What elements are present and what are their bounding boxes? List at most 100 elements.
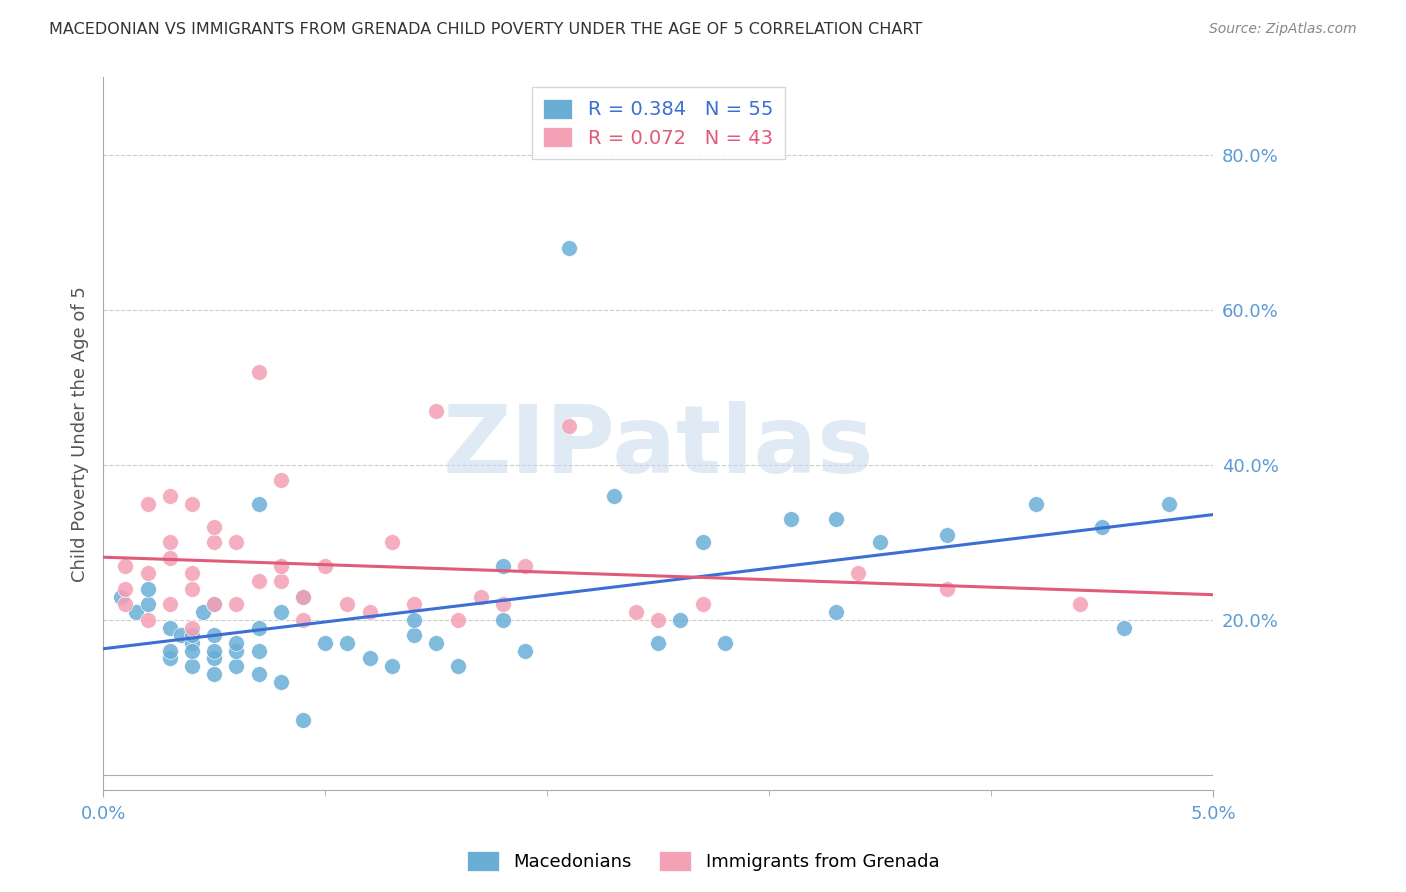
Legend: Macedonians, Immigrants from Grenada: Macedonians, Immigrants from Grenada [460, 844, 946, 879]
Point [336, 597, 359, 611]
Point [270, 605, 292, 619]
Point [447, 613, 470, 627]
Point [1025, 497, 1047, 511]
Point [247, 574, 270, 588]
Point [247, 644, 270, 658]
Point [202, 651, 225, 665]
Point [159, 644, 181, 658]
Point [692, 597, 714, 611]
Point [470, 590, 492, 604]
Point [291, 590, 314, 604]
Point [114, 558, 136, 573]
Point [1069, 597, 1091, 611]
Point [314, 636, 336, 650]
Point [513, 558, 536, 573]
Point [181, 636, 204, 650]
Point [558, 419, 581, 434]
Point [181, 582, 204, 596]
Point [558, 241, 581, 255]
Point [136, 613, 159, 627]
Point [402, 628, 425, 642]
Point [125, 605, 148, 619]
Legend: R = 0.384   N = 55, R = 0.072   N = 43: R = 0.384 N = 55, R = 0.072 N = 43 [531, 87, 785, 160]
Point [159, 597, 181, 611]
Point [647, 613, 669, 627]
Point [225, 597, 247, 611]
Point [336, 636, 359, 650]
Point [202, 597, 225, 611]
Point [447, 659, 470, 673]
Point [202, 597, 225, 611]
Point [291, 590, 314, 604]
Point [225, 659, 247, 673]
Point [191, 605, 214, 619]
Point [181, 620, 204, 634]
Point [110, 590, 132, 604]
Point [314, 558, 336, 573]
Point [381, 659, 404, 673]
Point [136, 597, 159, 611]
Point [159, 651, 181, 665]
Point [692, 535, 714, 549]
Point [935, 582, 957, 596]
Point [291, 613, 314, 627]
Point [714, 636, 737, 650]
Point [181, 497, 204, 511]
Point [114, 582, 136, 596]
Point [402, 613, 425, 627]
Point [359, 605, 381, 619]
Point [114, 597, 136, 611]
Point [1091, 520, 1114, 534]
Point [624, 605, 647, 619]
Point [247, 667, 270, 681]
Point [824, 605, 846, 619]
Point [824, 512, 846, 526]
Point [181, 644, 204, 658]
Point [202, 520, 225, 534]
Point [270, 558, 292, 573]
Point [1114, 620, 1136, 634]
Point [513, 644, 536, 658]
Point [202, 667, 225, 681]
Y-axis label: Child Poverty Under the Age of 5: Child Poverty Under the Age of 5 [72, 285, 89, 582]
Point [181, 659, 204, 673]
Point [247, 497, 270, 511]
Point [247, 620, 270, 634]
Point [202, 628, 225, 642]
Point [225, 636, 247, 650]
Point [225, 644, 247, 658]
Point [159, 535, 181, 549]
Point [181, 628, 204, 642]
Point [247, 365, 270, 379]
Point [846, 566, 869, 581]
Point [869, 535, 891, 549]
Point [492, 597, 515, 611]
Point [647, 636, 669, 650]
Point [492, 558, 515, 573]
Point [402, 597, 425, 611]
Point [935, 527, 957, 541]
Point [425, 636, 447, 650]
Point [359, 651, 381, 665]
Point [181, 566, 204, 581]
Point [202, 535, 225, 549]
Point [270, 574, 292, 588]
Point [291, 714, 314, 728]
Point [381, 535, 404, 549]
Point [202, 644, 225, 658]
Point [603, 489, 626, 503]
Point [270, 473, 292, 487]
Point [492, 613, 515, 627]
Point [136, 582, 159, 596]
Point [136, 566, 159, 581]
Text: Source: ZipAtlas.com: Source: ZipAtlas.com [1209, 22, 1357, 37]
Point [170, 628, 193, 642]
Point [159, 489, 181, 503]
Point [270, 674, 292, 689]
Point [136, 497, 159, 511]
Point [225, 535, 247, 549]
Text: MACEDONIAN VS IMMIGRANTS FROM GRENADA CHILD POVERTY UNDER THE AGE OF 5 CORRELATI: MACEDONIAN VS IMMIGRANTS FROM GRENADA CH… [49, 22, 922, 37]
Text: ZIPatlas: ZIPatlas [443, 401, 875, 493]
Point [669, 613, 692, 627]
Point [159, 620, 181, 634]
